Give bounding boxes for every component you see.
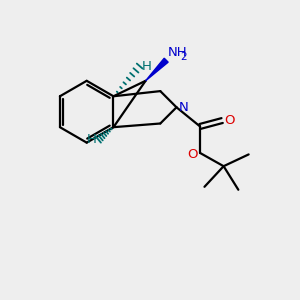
Text: H: H (87, 133, 97, 146)
Text: NH: NH (168, 46, 187, 59)
Text: O: O (188, 148, 198, 161)
Polygon shape (146, 58, 168, 81)
Text: N: N (178, 101, 188, 114)
Text: 2: 2 (180, 52, 187, 62)
Text: O: O (224, 114, 235, 127)
Text: H: H (142, 60, 151, 73)
